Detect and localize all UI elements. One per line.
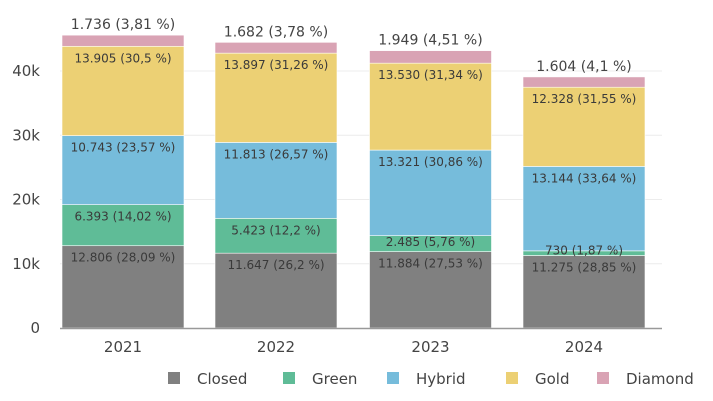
legend-swatch [387,372,399,384]
data-label: 1.604 (4,1 %) [536,59,631,75]
legend-item-gold[interactable]: Gold [506,370,570,388]
legend-label: Closed [197,370,247,388]
data-label: 10.743 (23,57 %) [71,141,176,155]
legend-swatch [597,372,609,384]
data-label: 1.949 (4,51 %) [378,33,482,49]
data-label: 730 (1,87 %) [545,244,623,258]
legend-label: Hybrid [416,370,466,388]
bar-segment-green-2022[interactable] [214,218,338,254]
data-label: 6.393 (14,02 %) [74,210,171,224]
x-axis: 2021 2022 2023 2024 [104,338,603,356]
bar-segment-diamond-2021[interactable] [61,34,185,47]
bar-segment-closed-2024[interactable] [522,255,646,329]
bar-segment-hybrid-2023[interactable] [369,149,492,236]
bar-segment-hybrid-2021[interactable] [61,135,185,205]
legend[interactable]: Closed Green Hybrid Gold Diamond [168,370,694,388]
y-tick-label: 10k [12,255,40,273]
bar-segment-closed-2022[interactable] [214,252,338,329]
bar-segment-gold-2024[interactable] [522,86,646,167]
data-label: 13.144 (33,64 %) [532,171,637,185]
data-labels: 12.806 (28,09 %) 6.393 (14,02 %) 10.743 (2… [71,17,637,274]
bar-segment-diamond-2022[interactable] [214,42,338,54]
bar-segment-gold-2023[interactable] [369,62,492,151]
data-label: 2.485 (5,76 %) [386,235,475,249]
data-label: 1.682 (3,78 %) [224,24,328,40]
bar-segment-gold-2021[interactable] [61,45,185,136]
x-tick-label: 2021 [104,338,142,356]
data-label: 1.736 (3,81 %) [71,17,175,33]
bar-segment-diamond-2024[interactable] [522,76,646,88]
bar-segment-closed-2021[interactable] [61,245,185,329]
data-label: 11.813 (26,57 %) [224,147,329,161]
data-label: 13.530 (31,34 %) [378,68,483,82]
legend-label: Green [312,370,357,388]
data-label: 12.328 (31,55 %) [532,92,637,106]
x-tick-label: 2023 [411,338,449,356]
bars [61,34,646,329]
legend-item-hybrid[interactable]: Hybrid [387,370,466,388]
x-tick-label: 2022 [257,338,295,356]
legend-label: Gold [535,370,570,388]
data-label: 13.321 (30,86 %) [378,155,483,169]
x-tick-label: 2024 [565,338,603,356]
data-label: 5.423 (12,2 %) [231,223,320,237]
legend-swatch [506,372,518,384]
y-tick-label: 40k [12,62,40,80]
bar-segment-closed-2023[interactable] [369,251,492,329]
y-tick-label: 20k [12,191,40,209]
bar-segment-hybrid-2022[interactable] [214,142,338,219]
data-label: 11.275 (28,85 %) [532,261,637,275]
legend-swatch [168,372,180,384]
legend-item-closed[interactable]: Closed [168,370,247,388]
y-tick-label: 0 [30,319,40,337]
data-label: 12.806 (28,09 %) [71,251,176,265]
data-label: 11.647 (26,2 %) [227,258,324,272]
data-label: 13.897 (31,26 %) [224,58,329,72]
bar-segment-hybrid-2024[interactable] [522,166,646,252]
bar-segment-gold-2022[interactable] [214,52,338,143]
y-axis: 0 10k 20k 30k 40k [12,62,40,337]
data-label: 13.905 (30,5 %) [74,51,171,65]
legend-swatch [283,372,295,384]
y-tick-label: 30k [12,126,40,144]
legend-item-diamond[interactable]: Diamond [597,370,694,388]
legend-item-green[interactable]: Green [283,370,357,388]
legend-label: Diamond [626,370,694,388]
data-label: 11.884 (27,53 %) [378,257,483,271]
bar-segment-green-2021[interactable] [61,204,185,247]
bar-segment-diamond-2023[interactable] [369,50,492,64]
